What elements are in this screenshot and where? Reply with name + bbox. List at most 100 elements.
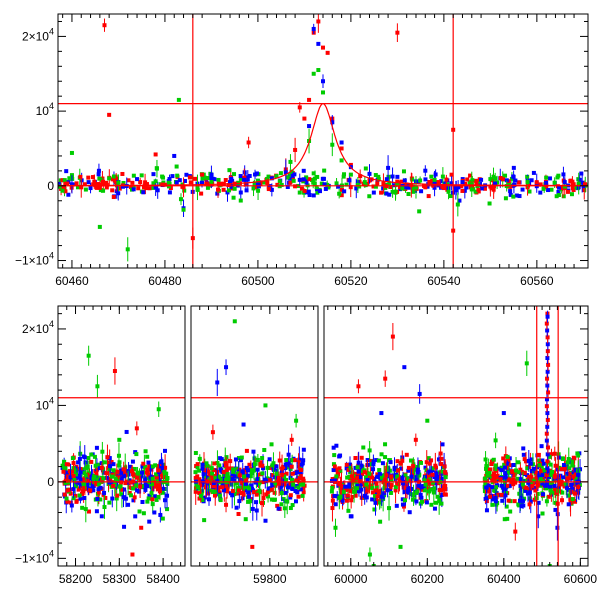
data-point <box>293 489 298 494</box>
data-point <box>226 183 231 188</box>
data-point <box>545 383 550 388</box>
data-point <box>362 470 367 475</box>
data-point <box>252 468 257 473</box>
data-point <box>510 469 515 474</box>
data-point <box>151 181 156 186</box>
data-point <box>348 514 353 519</box>
data-point <box>122 524 127 529</box>
data-point <box>287 176 292 181</box>
data-point <box>301 447 306 452</box>
data-point <box>279 491 284 496</box>
data-point <box>334 181 339 186</box>
data-point <box>561 194 566 199</box>
data-point <box>438 451 443 456</box>
data-point <box>121 495 126 500</box>
data-point <box>187 175 192 180</box>
data-point <box>97 176 102 181</box>
data-point <box>473 189 478 194</box>
data-point <box>69 182 74 187</box>
data-point <box>224 484 229 489</box>
data-point <box>265 476 270 481</box>
data-point <box>255 457 260 462</box>
data-point <box>162 470 167 475</box>
data-point <box>290 471 295 476</box>
data-point <box>539 444 544 449</box>
data-point <box>520 482 525 487</box>
data-point <box>114 472 119 477</box>
data-point <box>356 384 361 389</box>
data-point <box>484 485 489 490</box>
data-point <box>197 468 202 473</box>
data-point <box>106 478 111 483</box>
data-point <box>252 490 257 495</box>
x-tick-label: 60460 <box>55 274 89 288</box>
data-point <box>462 181 467 186</box>
data-point <box>498 175 503 180</box>
data-point <box>409 183 414 188</box>
data-point <box>123 496 128 501</box>
data-point <box>433 480 438 485</box>
data-point <box>277 179 282 184</box>
data-point <box>538 190 543 195</box>
data-point <box>141 461 146 466</box>
data-point <box>443 475 448 480</box>
data-point <box>325 50 330 55</box>
data-point <box>163 498 168 503</box>
data-point <box>282 482 287 487</box>
data-point <box>252 182 257 187</box>
data-point <box>100 177 105 182</box>
data-point <box>504 504 509 509</box>
data-point <box>537 458 542 463</box>
data-point <box>62 492 67 497</box>
data-point <box>223 458 228 463</box>
data-point <box>298 482 303 487</box>
data-point <box>490 497 495 502</box>
data-point <box>275 182 280 187</box>
data-point <box>376 458 381 463</box>
data-point <box>261 466 266 471</box>
data-point <box>80 489 85 494</box>
data-point <box>373 494 378 499</box>
data-point <box>146 496 151 501</box>
data-point <box>521 446 526 451</box>
data-point <box>298 487 303 492</box>
data-point <box>499 468 504 473</box>
data-point <box>419 495 424 500</box>
data-point <box>237 499 242 504</box>
data-point <box>96 487 101 492</box>
data-point <box>111 195 116 200</box>
data-point <box>337 191 342 196</box>
data-point <box>66 192 71 197</box>
data-point <box>400 458 405 463</box>
data-point <box>414 499 419 504</box>
data-point <box>63 478 68 483</box>
data-point <box>444 177 449 182</box>
data-point <box>243 477 248 482</box>
data-point <box>373 184 378 189</box>
data-point <box>493 488 498 493</box>
data-point <box>287 173 292 178</box>
data-point <box>373 488 378 493</box>
data-point <box>360 472 365 477</box>
data-point <box>75 481 80 486</box>
data-point <box>515 476 520 481</box>
data-point <box>91 182 96 187</box>
data-point <box>349 474 354 479</box>
data-point <box>267 457 272 462</box>
data-point <box>573 477 578 482</box>
data-point <box>110 188 115 193</box>
data-point <box>143 180 148 185</box>
data-point <box>285 175 290 180</box>
data-point <box>547 454 552 459</box>
data-point <box>390 334 395 339</box>
data-point <box>440 174 445 179</box>
data-point <box>211 483 216 488</box>
data-point <box>101 470 106 475</box>
data-point <box>334 474 339 479</box>
data-point <box>200 466 205 471</box>
data-point <box>546 362 551 367</box>
data-point <box>141 185 146 190</box>
data-point <box>213 475 218 480</box>
data-point <box>217 463 222 468</box>
data-point <box>371 462 376 467</box>
